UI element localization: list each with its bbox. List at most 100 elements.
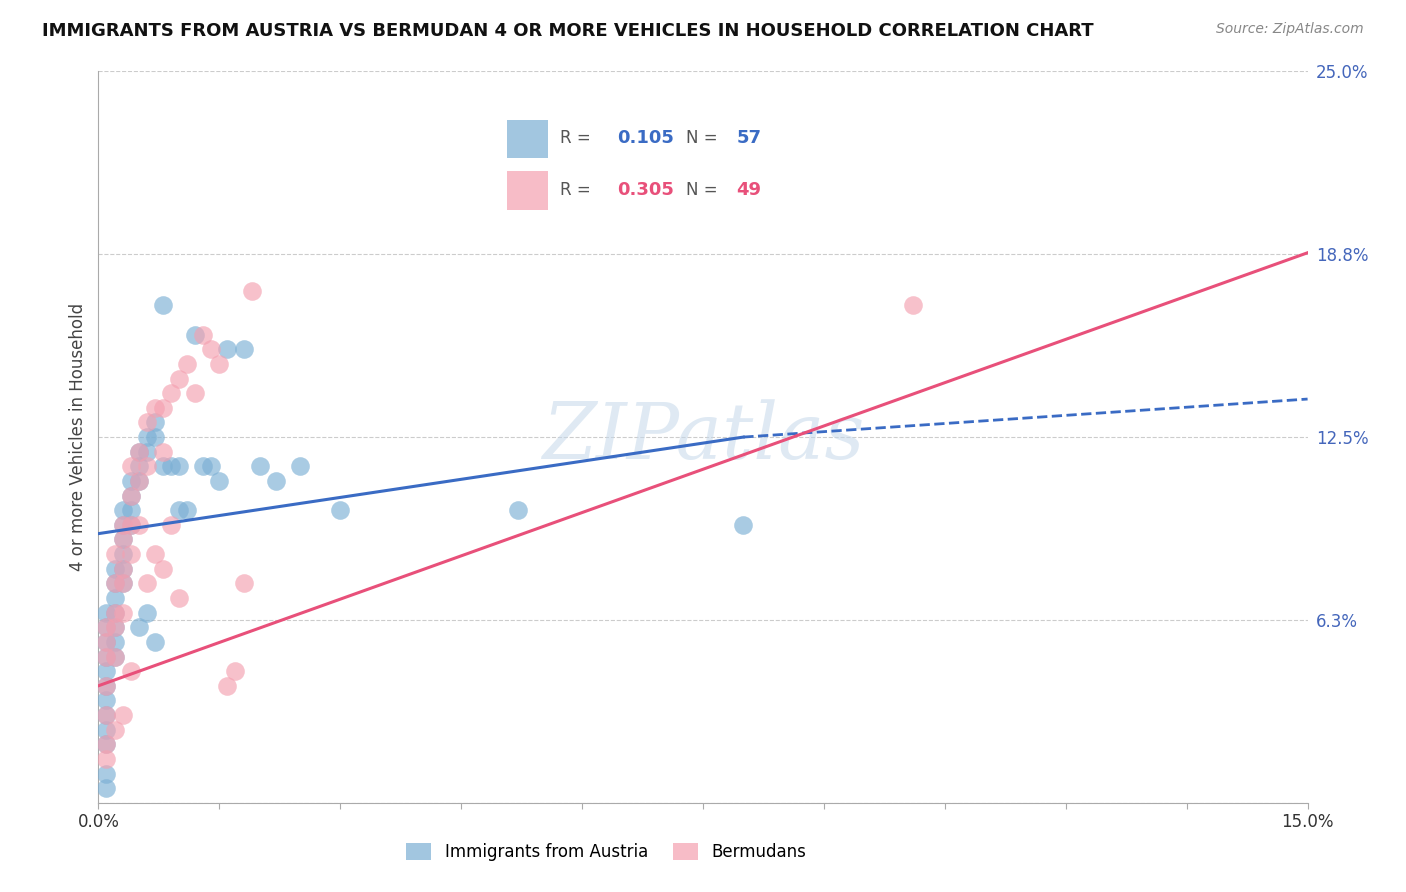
Point (128, 474, 150, 488)
Point (135, 576, 157, 591)
Point (135, 606, 157, 620)
Point (135, 430, 157, 444)
Point (120, 459, 142, 474)
Point (232, 343, 254, 357)
Point (96, 737, 118, 751)
Point (96, 752, 118, 766)
Text: Source: ZipAtlas.com: Source: ZipAtlas.com (1216, 22, 1364, 37)
Point (120, 489, 142, 503)
Point (232, 576, 254, 591)
Point (208, 474, 231, 488)
Point (288, 459, 311, 474)
Point (103, 649, 125, 664)
Point (200, 459, 222, 474)
Point (96, 679, 118, 693)
Point (128, 620, 150, 634)
Legend: Immigrants from Austria, Bermudans: Immigrants from Austria, Bermudans (399, 836, 813, 868)
Point (184, 386, 207, 401)
Point (128, 459, 150, 474)
Point (176, 357, 198, 371)
Point (96, 649, 118, 664)
Point (96, 635, 118, 649)
Point (103, 620, 125, 634)
Point (329, 503, 352, 517)
Point (96, 708, 118, 723)
Point (240, 284, 263, 298)
Point (96, 606, 118, 620)
Point (143, 635, 166, 649)
Point (111, 533, 134, 547)
Point (111, 576, 134, 591)
Point (208, 357, 231, 371)
Point (120, 503, 142, 517)
Point (111, 517, 134, 532)
Point (135, 459, 157, 474)
Text: IMMIGRANTS FROM AUSTRIA VS BERMUDAN 4 OR MORE VEHICLES IN HOUSEHOLD CORRELATION : IMMIGRANTS FROM AUSTRIA VS BERMUDAN 4 OR… (42, 22, 1094, 40)
Point (103, 562, 125, 576)
Point (96, 781, 118, 796)
Point (111, 576, 134, 591)
Point (167, 459, 190, 474)
Point (111, 503, 134, 517)
Point (152, 298, 174, 312)
Point (103, 606, 125, 620)
Point (111, 708, 134, 723)
Point (249, 459, 271, 474)
Point (224, 664, 246, 678)
Point (143, 547, 166, 561)
Point (128, 474, 150, 488)
Point (128, 444, 150, 458)
Point (120, 474, 142, 488)
Point (167, 371, 190, 385)
Point (152, 459, 174, 474)
Point (96, 723, 118, 737)
Point (96, 693, 118, 707)
Point (160, 386, 183, 401)
Point (184, 327, 207, 342)
Point (176, 503, 198, 517)
Point (103, 606, 125, 620)
Point (111, 517, 134, 532)
Point (103, 576, 125, 591)
Point (167, 591, 190, 605)
Point (103, 591, 125, 605)
Text: ZIPatlas: ZIPatlas (541, 399, 865, 475)
Point (111, 547, 134, 561)
Point (103, 547, 125, 561)
Point (217, 343, 239, 357)
Point (103, 576, 125, 591)
Point (120, 664, 142, 678)
Point (111, 606, 134, 620)
Point (152, 444, 174, 458)
Point (217, 679, 239, 693)
Point (733, 517, 755, 532)
Point (152, 562, 174, 576)
Point (103, 635, 125, 649)
Point (120, 517, 142, 532)
Point (193, 327, 215, 342)
Point (111, 562, 134, 576)
Point (96, 708, 118, 723)
Point (96, 664, 118, 678)
Point (96, 679, 118, 693)
Point (128, 444, 150, 458)
Point (264, 474, 287, 488)
Point (96, 649, 118, 664)
Point (111, 533, 134, 547)
Point (120, 517, 142, 532)
Point (120, 547, 142, 561)
Point (96, 635, 118, 649)
Point (96, 766, 118, 780)
Point (96, 737, 118, 751)
Point (128, 517, 150, 532)
Y-axis label: 4 or more Vehicles in Household: 4 or more Vehicles in Household (69, 303, 87, 571)
Point (152, 401, 174, 415)
Point (143, 401, 166, 415)
Point (103, 620, 125, 634)
Point (901, 298, 924, 312)
Point (135, 416, 157, 430)
Point (120, 489, 142, 503)
Point (167, 503, 190, 517)
Point (200, 343, 222, 357)
Point (111, 562, 134, 576)
